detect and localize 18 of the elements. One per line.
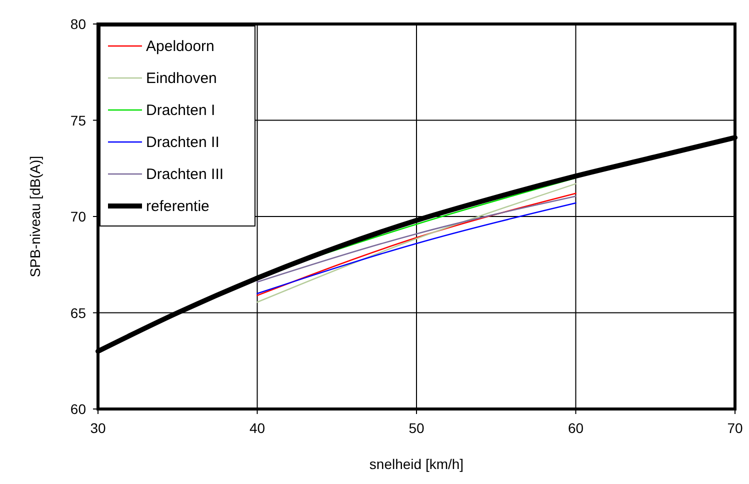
y-tick-label: 60 [70, 401, 86, 417]
y-tick-label: 65 [70, 304, 86, 321]
legend-label: Drachten I [146, 102, 216, 119]
y-tick-label: 70 [70, 208, 86, 224]
legend-label: Eindhoven [146, 70, 217, 87]
legend-label: Drachten II [146, 134, 220, 151]
y-tick-label: 75 [70, 112, 86, 128]
x-tick-label: 40 [249, 420, 266, 436]
x-axis-title: snelheid [km/h] [369, 456, 464, 472]
x-tick-label: 50 [408, 420, 424, 436]
y-tick-label: 80 [70, 16, 86, 32]
x-tick-label: 30 [90, 420, 106, 436]
x-tick-label: 60 [568, 420, 584, 436]
legend-label: Drachten III [146, 166, 224, 183]
y-axis-title: SPB-niveau [dB(A)] [27, 156, 43, 278]
x-tick-label: 70 [727, 420, 743, 436]
legend-label: referentie [146, 198, 210, 215]
legend-label: Apeldoorn [146, 38, 214, 55]
